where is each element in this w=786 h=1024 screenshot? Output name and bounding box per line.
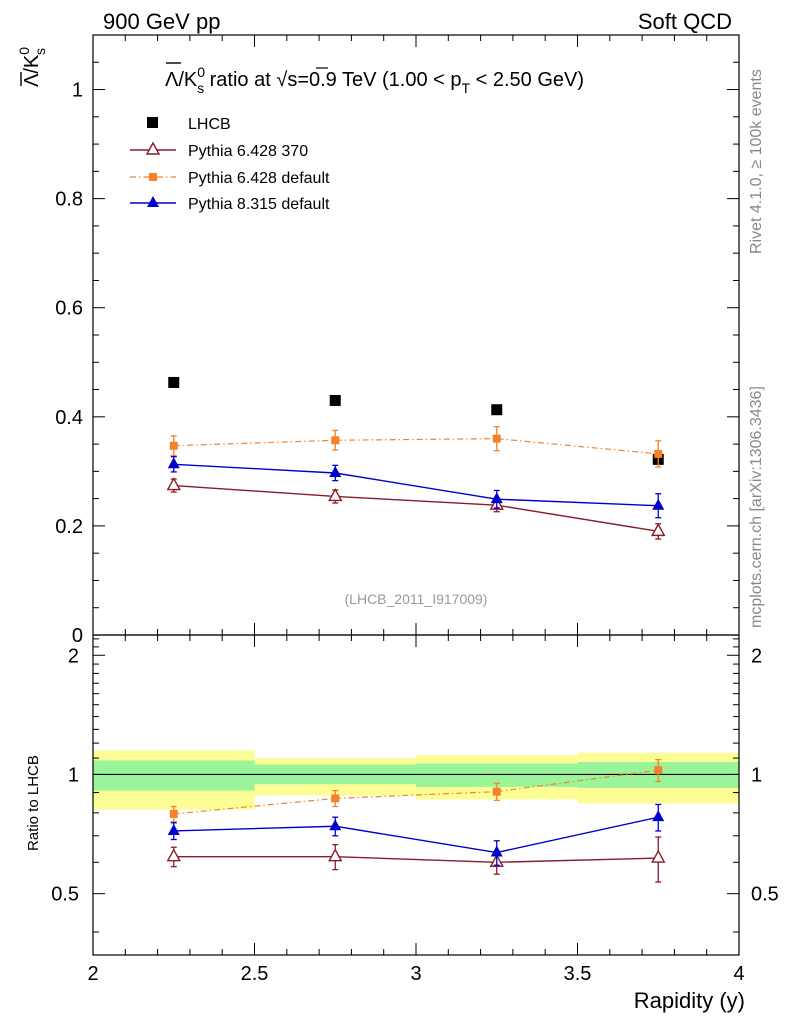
data-point <box>491 404 503 416</box>
data-point <box>167 457 180 469</box>
x-tick-label: 2 <box>87 963 98 985</box>
header-left-label: 900 GeV pp <box>103 9 220 34</box>
data-point <box>331 436 340 445</box>
legend: LHCB Pythia 6.428 370 Pythia 6.428 defau… <box>130 116 330 213</box>
data-point <box>328 487 343 502</box>
ratio-y-tick-label-left: 2 <box>68 645 79 667</box>
main-title: Λ/K0 s ratio at √s=0.9 TeV (1.00 < pT < 2… <box>165 64 584 96</box>
data-point <box>490 845 503 857</box>
analysis-watermark: (LHCB_2011_I917009) <box>345 591 488 607</box>
title-lambda-bar: Λ <box>165 69 179 91</box>
data-point <box>490 492 503 504</box>
ratio-panel-series <box>166 758 666 883</box>
data-point <box>492 787 501 796</box>
data-point <box>329 466 342 477</box>
data-point <box>167 823 180 835</box>
data-point <box>168 376 180 388</box>
y-tick-label: 0 <box>72 625 83 647</box>
legend-label-pythia6-default: Pythia 6.428 default <box>188 170 330 187</box>
legend-marker-pythia6-default <box>149 173 157 181</box>
data-point <box>166 477 181 491</box>
legend-marker-pythia6-370 <box>145 141 161 155</box>
data-point <box>651 849 666 863</box>
main-panel-series <box>166 376 666 540</box>
data-point <box>329 394 341 406</box>
series-line <box>173 855 659 864</box>
main-y-label: Λ/K0s <box>16 47 48 87</box>
rivet-version-label: Rivet 4.1.0, ≥ 100k events <box>748 69 765 254</box>
series-line <box>173 769 659 815</box>
legend-marker-pythia8-default <box>147 196 159 207</box>
data-point <box>652 498 665 510</box>
series-line <box>173 484 659 533</box>
data-point <box>169 441 178 450</box>
main-panel-ticks: 0 0.2 0.4 0.6 0.8 1 <box>55 35 740 647</box>
ratio-y-label: Ratio to LHCB <box>25 755 42 851</box>
title-sqrt: √ <box>276 69 287 91</box>
data-point <box>331 794 340 803</box>
x-tick-label: 2.5 <box>241 963 269 985</box>
header-right-label: Soft QCD <box>638 9 732 34</box>
ratio-uncertainty-bands <box>93 750 739 810</box>
x-tick-label: 3 <box>410 963 421 985</box>
data-point <box>328 848 343 862</box>
green-band <box>93 760 255 791</box>
y-tick-label: 0.4 <box>55 407 83 429</box>
ratio-y-tick-label-left: 0.5 <box>51 884 79 906</box>
ratio-panel-frame <box>92 634 740 956</box>
data-point <box>492 434 501 443</box>
y-tick-label: 0.8 <box>55 189 83 211</box>
mcplots-label: mcplots.cern.ch [arXiv:1306.3436] <box>748 386 765 628</box>
data-point <box>169 809 178 818</box>
ratio-y-tick-label-right: 2 <box>751 645 762 667</box>
series-line <box>173 816 659 854</box>
data-point <box>651 522 666 537</box>
x-tick-label: 3.5 <box>564 963 592 985</box>
svg-text:Λ/K0s: Λ/K0s <box>16 47 48 87</box>
series-line <box>173 463 659 507</box>
data-point <box>654 766 663 775</box>
x-tick-label: 4 <box>733 963 744 985</box>
data-point <box>654 449 663 458</box>
ratio-y-tick-label-left: 1 <box>68 764 79 786</box>
legend-label-pythia8-default: Pythia 8.315 default <box>188 196 330 213</box>
legend-label-pythia6-370: Pythia 6.428 370 <box>188 143 308 160</box>
ratio-y-tick-label-right: 0.5 <box>751 884 779 906</box>
data-point <box>329 819 342 831</box>
data-point <box>652 810 665 822</box>
y-tick-label: 0.6 <box>55 298 83 320</box>
series-line <box>173 438 659 455</box>
ratio-panel-ticks: 0.5 0.5 1 1 2 2 2 2.5 3 3.5 4 <box>51 635 779 985</box>
green-band <box>416 763 578 787</box>
legend-marker-lhcb <box>147 117 158 128</box>
y-tick-label: 0.2 <box>55 516 83 538</box>
y-tick-label: 1 <box>72 80 83 102</box>
ratio-y-tick-label-right: 1 <box>751 764 762 786</box>
legend-label-lhcb: LHCB <box>188 116 231 133</box>
data-point <box>166 848 181 862</box>
x-axis-label: Rapidity (y) <box>634 988 745 1013</box>
